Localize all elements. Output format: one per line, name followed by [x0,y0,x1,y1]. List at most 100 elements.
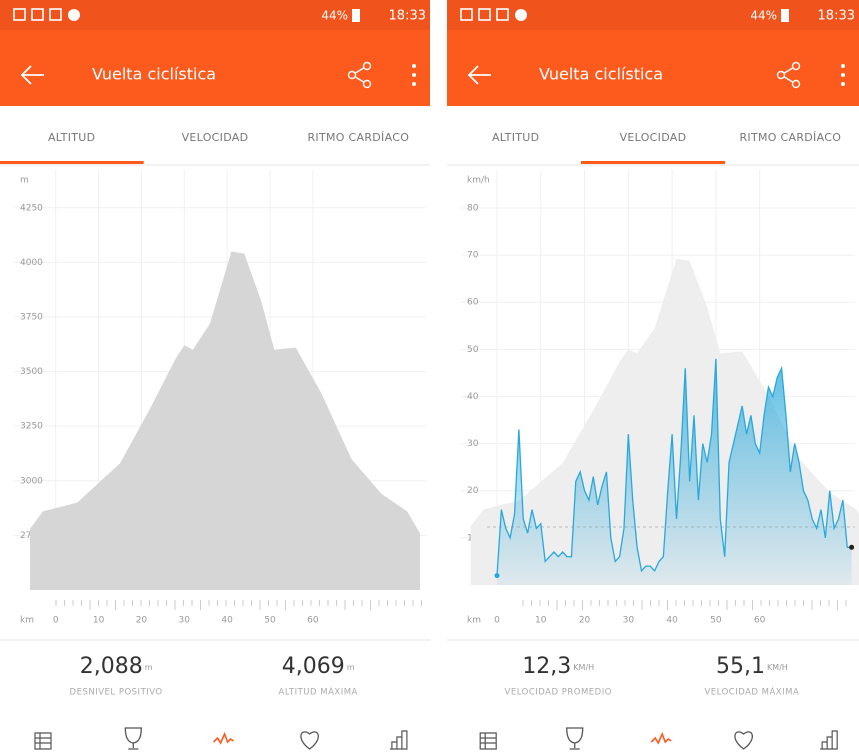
menu-button[interactable] [412,64,416,86]
status-icon [478,8,491,21]
icon [213,731,235,745]
y-tick-label: 60 [467,298,479,308]
icon [34,732,52,750]
end-point [849,544,855,550]
x-tick-label: 0 [53,616,59,626]
x-tick-label: 0 [494,616,500,626]
stat-value: 4,069 m [282,654,355,679]
stat-label: DESNIVEL POSITIVO [70,688,163,698]
icon [820,730,838,750]
nav-stats[interactable] [389,730,408,750]
tab[interactable]: RITMO CARDÍACO [739,131,841,144]
tab[interactable]: ALTITUD [492,131,539,144]
icon [734,731,753,750]
icon [566,727,584,750]
icon [124,727,142,750]
status-icon [515,9,527,21]
share-icon-dot [362,61,372,71]
tab[interactable]: VELOCIDAD [620,131,687,144]
stat-label: VELOCIDAD MÁXIMA [704,686,799,698]
nav-heart[interactable] [300,731,319,750]
status-icon [49,8,62,21]
x-tick-label: 20 [136,616,148,626]
y-tick-label: 4250 [20,203,43,213]
nav-summary[interactable] [34,732,52,750]
tab[interactable]: RITMO CARDÍACO [307,131,409,144]
stat-label: ALTITUD MÁXIMA [279,686,358,698]
toolbar [447,30,859,106]
battery-icon [781,9,789,22]
stat-number: 2,088 [80,654,143,679]
menu-dot [412,73,416,77]
stat-value: 12,3 KM/H [522,654,594,679]
y-unit: km/h [467,176,490,186]
y-tick-label: 3250 [20,422,43,432]
y-tick-label: 50 [467,345,479,355]
nav-heart[interactable] [734,731,753,750]
stat-unit: m [145,663,153,672]
share-icon-dot [362,79,372,89]
y-tick-label: 3750 [20,312,43,322]
tab[interactable]: ALTITUD [48,131,95,144]
x-tick-label: 50 [710,616,722,626]
stat-unit: m [347,663,355,672]
share-button[interactable] [347,61,372,89]
y-tick-label: 3500 [20,367,43,377]
menu-dot [841,64,845,68]
back-button[interactable] [20,65,44,85]
x-tick-label: 10 [535,616,547,626]
area [497,358,852,585]
stat-value: 55,1 KM/H [716,654,788,679]
phone-screen: 44% 18:33 Vuelta ciclística ALTITUD VELOCIDA… [447,0,859,750]
nav-trophy[interactable] [566,727,584,750]
x-tick-label: 60 [754,616,766,626]
menu-button[interactable] [841,64,845,86]
menu-dot [841,73,845,77]
clock: 18:33 [818,9,855,24]
status-icon [68,9,80,21]
back-button[interactable] [467,65,491,85]
phone-screen: 44% 18:33 Vuelta ciclística ALTITUD VELOCIDA… [0,0,430,750]
stat-unit: KM/H [767,663,788,672]
line [496,358,852,576]
x-tick-label: 40 [666,616,678,626]
y-tick-label: 70 [467,251,479,261]
menu-dot [412,82,416,86]
tab-indicator [0,161,144,164]
icon [300,731,319,750]
nav-summary[interactable] [479,732,497,750]
x-tick-label: 30 [179,616,191,626]
y-tick-label: 20 [467,486,479,496]
nav-activity[interactable] [650,731,672,745]
status-icon [460,8,473,21]
share-icon-dot [791,61,801,71]
gap [430,0,447,753]
tab[interactable]: VELOCIDAD [182,131,249,144]
battery-icon [352,9,360,22]
share-icon-dot [776,70,786,80]
stat-number: 55,1 [716,654,765,679]
tab-indicator [581,161,725,164]
y-unit: m [20,176,29,186]
y-tick-label: 3000 [20,476,43,486]
status-icon [496,8,509,21]
share-button[interactable] [776,61,801,89]
x-unit: km [20,616,34,626]
y-tick-label: 4000 [20,258,43,268]
icon [650,731,672,745]
nav-stats[interactable] [820,730,838,750]
x-tick-label: 40 [221,616,233,626]
x-tick-label: 30 [623,616,635,626]
x-tick-label: 50 [264,616,276,626]
clock: 18:33 [389,9,426,24]
y-tick-label: 40 [467,392,479,402]
stat-number: 12,3 [522,654,571,679]
x-tick-label: 10 [93,616,105,626]
icon [479,732,497,750]
stat-value: 2,088 m [80,654,153,679]
nav-trophy[interactable] [124,727,142,750]
status-bar [0,0,430,30]
status-icon [13,8,26,21]
nav-activity[interactable] [213,731,235,745]
